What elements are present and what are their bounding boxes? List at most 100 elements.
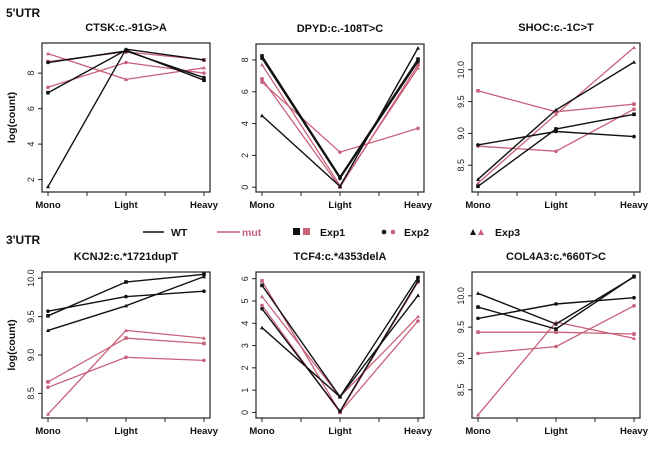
data-point-triangle <box>554 112 558 116</box>
data-point-triangle <box>416 45 420 50</box>
legend-exp2-label: Exp2 <box>404 227 429 239</box>
data-point-square <box>46 314 50 318</box>
x-tick-label-mono: Mono <box>465 426 491 437</box>
x-tick-label-mono: Mono <box>465 200 491 211</box>
data-point-circle <box>46 385 50 390</box>
series-wt-exp2 <box>260 279 420 414</box>
y-tick-label: 9.0 <box>26 349 36 362</box>
legend-exp1-mut-square-icon <box>303 228 310 235</box>
data-point-circle <box>124 355 128 360</box>
series-wt-exp3 <box>476 275 636 326</box>
series-wt-exp3 <box>260 293 420 399</box>
data-point-triangle <box>476 412 480 417</box>
data-point-square <box>260 283 264 288</box>
series-line <box>261 64 419 187</box>
y-tick-label: 2 <box>26 177 36 182</box>
data-point-circle <box>124 294 128 299</box>
series-wt-exp1 <box>476 112 636 189</box>
data-point-triangle <box>124 303 128 308</box>
series-mut-exp1 <box>260 62 420 190</box>
data-point-circle <box>554 344 558 349</box>
data-point-circle <box>416 279 420 283</box>
series-mut-exp1 <box>476 88 636 114</box>
data-point-circle <box>554 129 558 134</box>
y-tick-label: 2 <box>240 365 250 370</box>
data-point-triangle <box>416 314 420 319</box>
panel-kcnj2-c-1721dupt: KCNJ2:c.*1721dupT 8.5 9.0 9.5 10.0 Mono Light H… <box>6 251 219 437</box>
data-point-square <box>632 112 636 117</box>
y-tick-label: 8.5 <box>456 384 466 397</box>
data-point-circle <box>554 149 558 154</box>
panel-title: COL4A3:c.*660T>C <box>506 251 606 263</box>
data-point-circle <box>338 176 342 181</box>
y-axis-label: log(count) <box>6 319 18 370</box>
data-point-triangle <box>632 60 636 64</box>
data-point-triangle <box>202 336 206 340</box>
data-point-circle <box>202 71 206 75</box>
x-tick-label-heavy: Heavy <box>620 200 649 211</box>
data-point-circle <box>476 143 480 147</box>
y-tick-label: 9.0 <box>456 352 466 365</box>
data-point-triangle <box>260 113 264 118</box>
series-mut-exp3 <box>476 320 636 417</box>
data-point-triangle <box>632 45 636 50</box>
series-wt-exp2 <box>46 289 206 313</box>
data-point-circle <box>476 316 480 321</box>
y-tick-label: 8.5 <box>456 159 466 172</box>
y-tick-label: 10.0 <box>26 269 36 287</box>
data-point-square <box>632 332 636 336</box>
legend-exp1-wt-square-icon <box>293 228 300 235</box>
y-tick-label: 2 <box>240 153 250 158</box>
data-point-square <box>124 336 128 340</box>
data-point-circle <box>338 409 342 414</box>
data-point-triangle <box>46 412 50 416</box>
data-point-triangle <box>338 184 342 189</box>
data-point-triangle <box>124 47 128 51</box>
data-point-square <box>202 78 206 83</box>
data-point-triangle <box>260 325 264 330</box>
legend-exp1-label: Exp1 <box>320 227 345 239</box>
panel-title: KCNJ2:c.*1721dupT <box>74 251 179 263</box>
data-point-triangle <box>46 184 50 189</box>
x-tick-label-heavy: Heavy <box>190 426 219 437</box>
section-label-3utr: 3'UTR <box>6 233 41 247</box>
series-wt-exp1 <box>46 272 206 318</box>
series-line <box>261 47 419 188</box>
plot-frame <box>41 42 211 193</box>
plot-frame <box>255 43 425 193</box>
data-point-triangle <box>476 291 480 295</box>
series-line <box>261 280 419 414</box>
data-point-square <box>554 330 558 334</box>
series-line <box>477 297 635 320</box>
x-tick-label-light: Light <box>114 200 138 211</box>
series-wt-exp2 <box>476 129 636 147</box>
data-point-circle <box>46 85 50 90</box>
x-tick-label-mono: Mono <box>249 426 275 437</box>
y-tick-label: 9.5 <box>456 321 466 334</box>
y-tick-label: 8 <box>26 71 36 76</box>
data-point-square <box>260 54 264 58</box>
data-point-circle <box>260 303 264 308</box>
y-tick-label: 8 <box>240 57 250 62</box>
series-mut-exp1 <box>476 330 636 336</box>
data-point-square <box>476 184 480 189</box>
series-wt-exp1 <box>260 54 420 179</box>
data-point-square <box>554 109 558 114</box>
series-mut-exp3 <box>476 45 636 185</box>
y-axis-label: log(count) <box>6 92 18 143</box>
y-tick-label: 6 <box>240 276 250 281</box>
data-point-triangle <box>338 394 342 399</box>
y-tick-label: 9.5 <box>456 95 466 108</box>
data-point-circle <box>632 304 636 308</box>
legend-wt-label: WT <box>171 227 188 239</box>
y-tick-label: 6 <box>26 106 36 111</box>
data-point-triangle <box>554 322 558 326</box>
data-point-circle <box>632 107 636 112</box>
panel-title: SHOC:c.-1C>T <box>518 22 594 34</box>
legend: WT mut Exp1 Exp2 Exp3 <box>143 227 520 239</box>
x-tick-label-heavy: Heavy <box>404 426 433 437</box>
y-tick-label: 1 <box>240 388 250 393</box>
data-point-triangle <box>632 275 636 279</box>
data-point-circle <box>260 80 264 84</box>
x-tick-label-mono: Mono <box>35 200 61 211</box>
